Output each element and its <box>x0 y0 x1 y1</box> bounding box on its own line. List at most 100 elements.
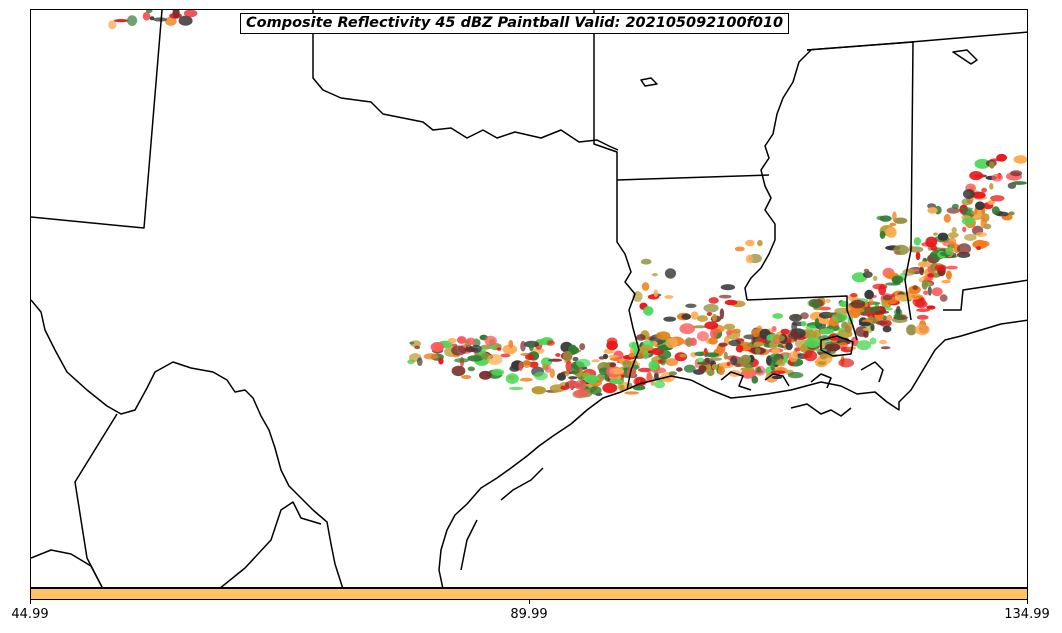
paintball-blob <box>874 310 890 314</box>
paintball-blob <box>461 375 472 379</box>
paintball-blob <box>869 337 877 345</box>
paintball-blob <box>663 316 677 322</box>
paintball-blob <box>785 342 793 351</box>
paintball-blob <box>574 380 587 390</box>
paintball-blob <box>496 347 502 351</box>
paintball-blob <box>730 355 738 366</box>
paintball-blob <box>850 293 858 298</box>
paintball-blob <box>1013 155 1027 164</box>
paintball-blob <box>783 353 788 363</box>
paintball-blob <box>800 321 807 327</box>
paintball-blob <box>610 368 625 375</box>
paintball-blob <box>628 352 635 358</box>
paintball-blob <box>533 371 548 381</box>
paintball-blob <box>689 337 697 346</box>
paintball-blob <box>941 279 951 284</box>
paintball-blob <box>664 295 674 299</box>
paintball-blob <box>794 347 801 352</box>
paintball-blob <box>921 279 928 290</box>
paintball-blob <box>602 382 618 394</box>
paintball-blob <box>685 303 697 308</box>
paintball-blob <box>991 206 1000 215</box>
paintball-blob <box>1010 170 1023 177</box>
paintball-blob <box>724 299 738 306</box>
paintball-blob <box>637 350 645 360</box>
paintball-blob <box>491 368 505 376</box>
paintball-blob <box>681 313 691 320</box>
paintball-blob <box>484 335 497 346</box>
paintball-blob <box>880 346 891 350</box>
paintball-blob <box>632 384 646 391</box>
paintball-blob <box>500 353 511 358</box>
paintball-blob <box>708 337 718 345</box>
paintball-blob <box>565 360 573 372</box>
paintball-blob <box>692 325 707 329</box>
paintball-blob <box>969 171 983 181</box>
paintball-blob <box>788 332 800 340</box>
paintball-blob <box>731 328 741 334</box>
paintball-blob <box>609 362 617 368</box>
paintball-blob <box>974 158 991 169</box>
paintball-blob <box>961 198 972 206</box>
paintball-blob <box>891 275 904 284</box>
paintball-blob <box>447 338 457 344</box>
paintball-blob <box>519 377 533 382</box>
paintball-blob <box>467 366 475 372</box>
paintball-blob <box>850 299 866 309</box>
paintball-blob <box>549 368 555 379</box>
paintball-blob <box>704 321 719 330</box>
paintball-blob <box>584 374 600 384</box>
paintball-blob <box>780 328 790 335</box>
paintball-blob <box>518 361 523 372</box>
paintball-blob <box>894 313 902 320</box>
paintball-blob <box>568 376 578 380</box>
paintball-blob <box>917 261 932 268</box>
paintball-blob <box>980 217 987 229</box>
paintball-blob <box>679 354 687 358</box>
paintball-blob <box>947 232 959 239</box>
paintball-blob <box>804 337 821 348</box>
paintball-blob <box>735 344 744 353</box>
paintball-blob <box>717 366 725 376</box>
paintball-blob <box>991 173 1003 182</box>
coastline-gulf <box>438 319 1027 587</box>
paintball-blob <box>885 226 897 238</box>
paintball-blob <box>451 365 466 377</box>
paintball-blob <box>658 359 664 364</box>
paintball-blob <box>522 359 531 368</box>
paintball-blob <box>642 340 654 349</box>
paintball-blob <box>771 326 777 332</box>
paintball-blob <box>706 312 713 316</box>
paintball-blob <box>818 318 832 325</box>
paintball-blob <box>753 341 764 347</box>
paintball-blob <box>864 301 869 308</box>
paintball-blob <box>576 358 591 368</box>
paintball-blob <box>548 358 563 362</box>
paintball-blob <box>664 268 677 279</box>
paintball-blob <box>726 361 731 366</box>
paintball-blob <box>915 324 930 336</box>
colorbar-tick-label-2: 89.99 <box>510 607 548 622</box>
paintball-blob <box>919 266 925 276</box>
paintball-blob <box>108 20 117 30</box>
paintball-blob <box>756 325 763 332</box>
map-panel <box>30 9 1028 588</box>
paintball-blob <box>878 284 887 296</box>
paintball-blob <box>937 232 949 241</box>
coastline-la-bays <box>720 361 884 417</box>
paintball-blob <box>451 345 467 356</box>
paintball-blob <box>893 244 909 256</box>
paintball-blob <box>858 321 872 327</box>
paintball-blob <box>957 243 972 255</box>
paintball-blob <box>635 377 640 386</box>
border-panhandle-west <box>31 10 163 229</box>
paintball-blob <box>961 217 976 225</box>
paintball-blob <box>886 314 893 321</box>
paintball-blobs <box>108 10 1027 399</box>
paintball-blob <box>641 282 650 291</box>
paintball-blob <box>945 246 954 256</box>
paintball-blob <box>819 328 835 335</box>
paintball-blob <box>976 209 983 219</box>
paintball-blob <box>800 312 809 320</box>
paintball-blob <box>927 207 938 214</box>
